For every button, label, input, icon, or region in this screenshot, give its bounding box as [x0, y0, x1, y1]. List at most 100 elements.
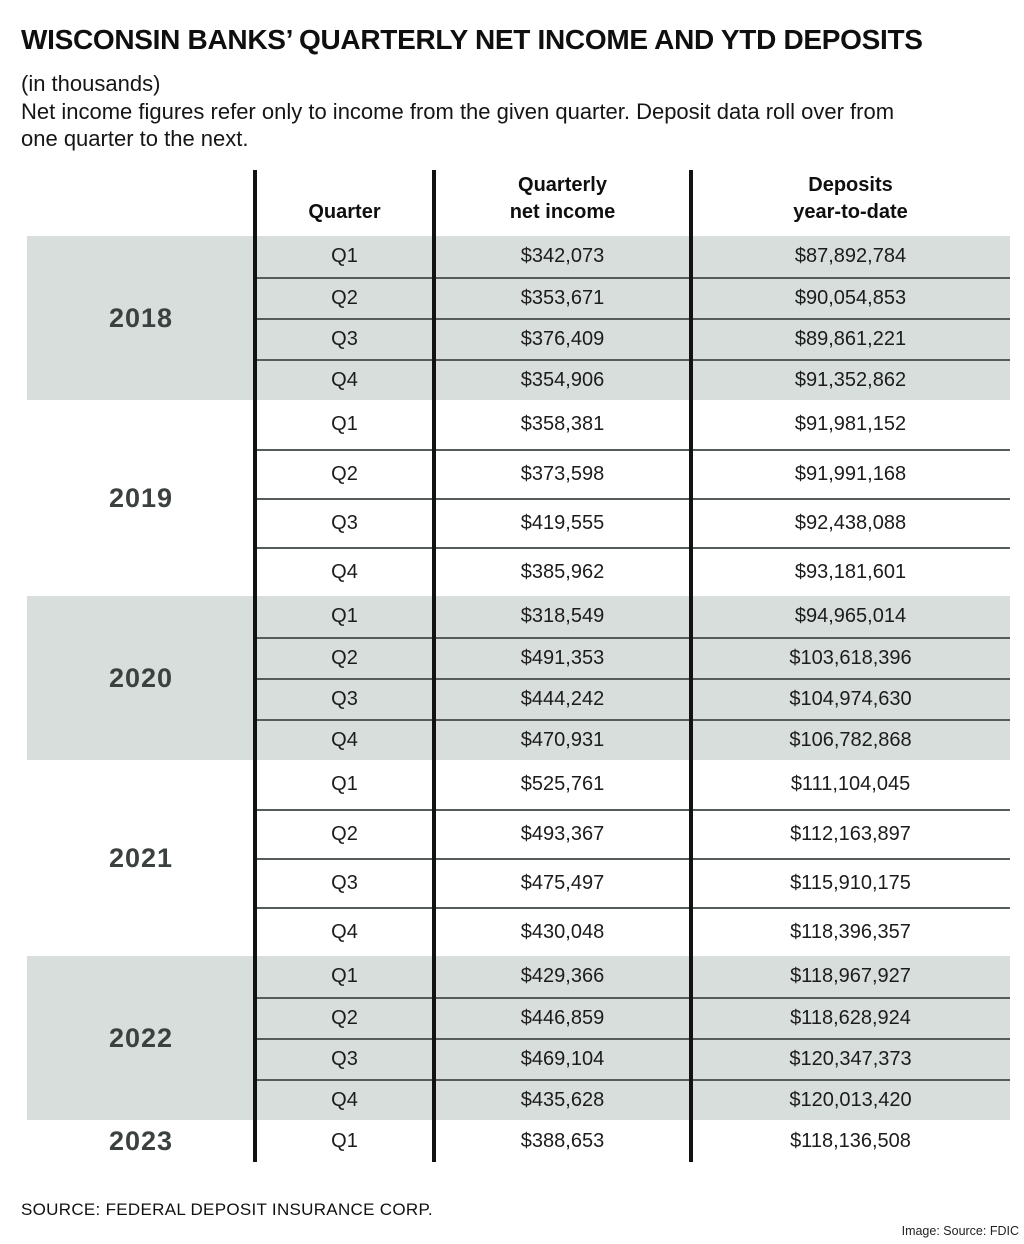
column-header-deposits: Deposits year-to-date: [691, 172, 1010, 236]
year-group-2022: 2022 Q1 $429,366 $118,967,927 Q2 $446,859 $118…: [27, 956, 1010, 1120]
table-body: 2018 Q1 $342,073 $87,892,784 Q2 $353,671 $90,0…: [27, 236, 1010, 1162]
year-rows: Q1 $318,549 $94,965,014 Q2 $491,353 $103,618,…: [255, 596, 1010, 760]
table-header: Quarter Quarterly net income Deposits ye…: [27, 170, 1010, 236]
year-label: 2023: [108, 1125, 174, 1156]
quarter-cell: Q2: [331, 463, 358, 485]
year-group-2021: 2021 Q1 $525,761 $111,104,045 Q2 $493,367 $112…: [27, 760, 1010, 956]
year-rows: Q1 $342,073 $87,892,784 Q2 $353,671 $90,054,8…: [255, 236, 1010, 400]
deposits-cell: $118,628,924: [790, 1007, 911, 1029]
deposits-cell: $90,054,853: [794, 287, 907, 309]
table-row: Q4 $430,048 $118,396,357: [255, 907, 1010, 956]
net-income-cell: $376,409: [520, 328, 605, 350]
net-income-cell: $353,671: [520, 287, 605, 309]
net-income-cell: $491,353: [520, 647, 605, 669]
deposits-cell: $91,991,168: [794, 463, 907, 485]
table-row: Q3 $469,104 $120,347,373: [255, 1038, 1010, 1079]
year-group-2018: 2018 Q1 $342,073 $87,892,784 Q2 $353,671 $90,0…: [27, 236, 1010, 400]
quarter-cell: Q4: [331, 921, 358, 943]
deposits-cell: $112,163,897: [790, 823, 911, 845]
deposits-cell: $93,181,601: [794, 561, 907, 583]
net-income-cell: $525,761: [520, 773, 605, 795]
table-row: Q1 $358,381 $91,981,152: [255, 400, 1010, 449]
table-row: Q2 $446,859 $118,628,924: [255, 997, 1010, 1038]
net-income-cell: $318,549: [520, 605, 605, 627]
column-header-net-income-line1: Quarterly: [518, 174, 607, 196]
deposits-cell: $106,782,868: [789, 729, 912, 751]
column-header-deposits-line1: Deposits: [808, 174, 893, 196]
table-row: Q1 $388,653 $118,136,508: [255, 1120, 1010, 1162]
year-label: 2021: [108, 842, 174, 873]
year-group-2023: 2023 Q1 $388,653 $118,136,508: [27, 1120, 1010, 1162]
column-divider-1: [253, 170, 257, 1162]
table-row: Q4 $435,628 $120,013,420: [255, 1079, 1010, 1120]
column-divider-2: [432, 170, 436, 1162]
deposits-cell: $103,618,396: [789, 647, 912, 669]
net-income-cell: $435,628: [520, 1089, 605, 1111]
quarter-cell: Q1: [331, 965, 358, 987]
quarter-cell: Q4: [331, 369, 358, 391]
quarter-cell: Q1: [331, 413, 358, 435]
net-income-cell: $444,242: [520, 688, 605, 710]
quarter-cell: Q2: [331, 287, 358, 309]
table-row: Q1 $429,366 $118,967,927: [255, 956, 1010, 997]
quarter-cell: Q1: [331, 245, 358, 267]
quarter-cell: Q3: [331, 688, 358, 710]
description-note-line2: one quarter to the next.: [21, 125, 249, 151]
deposits-cell: $89,861,221: [794, 328, 907, 350]
deposits-cell: $120,013,420: [789, 1089, 912, 1111]
column-header-deposits-line2: year-to-date: [793, 201, 908, 223]
column-header-quarter-line1: Quarter: [308, 201, 381, 223]
net-income-cell: $373,598: [520, 463, 605, 485]
table-row: Q1 $525,761 $111,104,045: [255, 760, 1010, 809]
net-income-cell: $385,962: [520, 561, 605, 583]
table-row: Q2 $353,671 $90,054,853: [255, 277, 1010, 318]
quarter-cell: Q3: [331, 1048, 358, 1070]
column-header-quarter: Quarter: [255, 199, 434, 236]
year-group-2020: 2020 Q1 $318,549 $94,965,014 Q2 $491,353 $103,…: [27, 596, 1010, 760]
table-row: Q1 $342,073 $87,892,784: [255, 236, 1010, 277]
deposits-cell: $91,352,862: [794, 369, 907, 391]
table-row: Q3 $444,242 $104,974,630: [255, 678, 1010, 719]
table-row: Q2 $373,598 $91,991,168: [255, 449, 1010, 498]
year-rows: Q1 $358,381 $91,981,152 Q2 $373,598 $91,991,1…: [255, 400, 1010, 596]
quarter-cell: Q3: [331, 512, 358, 534]
quarter-cell: Q3: [331, 872, 358, 894]
quarter-cell: Q1: [331, 1129, 358, 1152]
net-income-cell: $354,906: [520, 369, 605, 391]
deposits-cell: $118,967,927: [790, 965, 911, 987]
net-income-cell: $358,381: [520, 413, 605, 435]
deposits-cell: $120,347,373: [789, 1048, 912, 1070]
year-rows: Q1 $388,653 $118,136,508: [255, 1120, 1010, 1162]
quarter-cell: Q2: [331, 1007, 358, 1029]
table-row: Q4 $385,962 $93,181,601: [255, 547, 1010, 596]
deposits-cell: $92,438,088: [794, 512, 907, 534]
deposits-cell: $111,104,045: [790, 773, 911, 795]
net-income-cell: $493,367: [520, 823, 605, 845]
table-row: Q1 $318,549 $94,965,014: [255, 596, 1010, 637]
image-credit: Image: Source: FDIC: [901, 1224, 1019, 1238]
description-note: Net income figures refer only to income …: [21, 99, 894, 152]
column-divider-3: [689, 170, 693, 1162]
column-header-net-income: Quarterly net income: [434, 172, 691, 236]
table-row: Q2 $493,367 $112,163,897: [255, 809, 1010, 858]
quarter-cell: Q3: [331, 328, 358, 350]
quarter-cell: Q2: [331, 647, 358, 669]
quarter-cell: Q2: [331, 823, 358, 845]
deposits-cell: $115,910,175: [790, 872, 911, 894]
year-label: 2019: [108, 482, 174, 513]
table-row: Q4 $354,906 $91,352,862: [255, 359, 1010, 400]
year-group-2019: 2019 Q1 $358,381 $91,981,152 Q2 $373,598 $91,9…: [27, 400, 1010, 596]
net-income-cell: $419,555: [520, 512, 605, 534]
table-row: Q3 $376,409 $89,861,221: [255, 318, 1010, 359]
page-title: WISCONSIN BANKS’ QUARTERLY NET INCOME AN…: [21, 24, 923, 55]
column-header-net-income-line2: net income: [509, 201, 616, 223]
table-row: Q3 $419,555 $92,438,088: [255, 498, 1010, 547]
deposits-cell: $91,981,152: [794, 413, 907, 435]
source-line: SOURCE: FEDERAL DEPOSIT INSURANCE CORP.: [21, 1200, 433, 1219]
quarter-cell: Q4: [331, 1089, 358, 1111]
description-note-line1: Net income figures refer only to income …: [21, 99, 895, 124]
quarter-cell: Q4: [331, 729, 358, 751]
year-rows: Q1 $429,366 $118,967,927 Q2 $446,859 $118,628…: [255, 956, 1010, 1120]
year-rows: Q1 $525,761 $111,104,045 Q2 $493,367 $112,163…: [255, 760, 1010, 956]
